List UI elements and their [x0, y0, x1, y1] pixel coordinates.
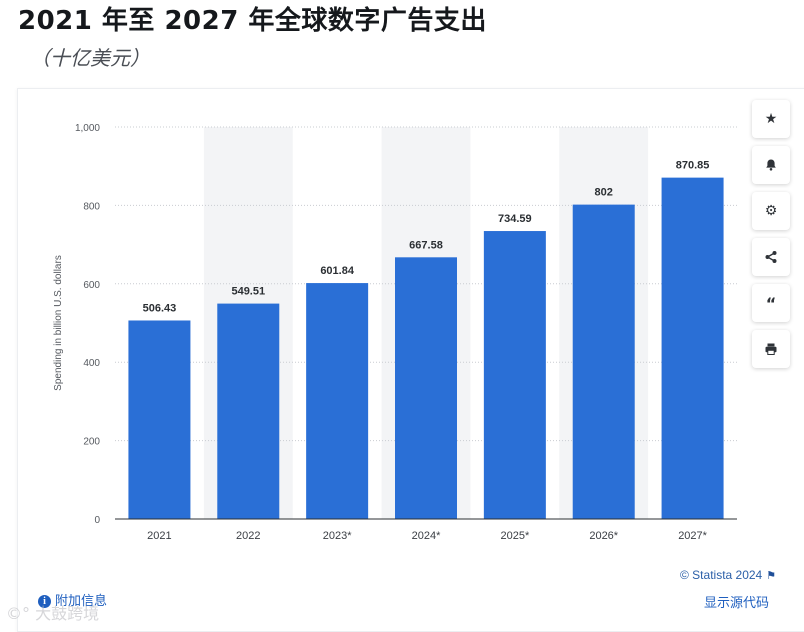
- x-tick-label: 2023*: [323, 530, 352, 542]
- bar-value-label: 802: [595, 187, 613, 199]
- gear-icon: ⚙: [764, 203, 778, 219]
- bar[interactable]: [661, 177, 724, 519]
- additional-info-link[interactable]: i 附加信息: [38, 590, 107, 609]
- y-tick-label: 600: [83, 280, 100, 291]
- show-source-link[interactable]: 显示源代码: [704, 596, 770, 611]
- bar[interactable]: [217, 303, 280, 519]
- bar[interactable]: [395, 257, 457, 519]
- bar-value-label: 601.84: [320, 265, 355, 277]
- star-icon: ★: [764, 111, 778, 127]
- quote-icon: “: [765, 293, 777, 313]
- notify-button[interactable]: [752, 146, 790, 184]
- credit-text: © Statista 2024: [680, 568, 763, 582]
- share-icon: [765, 251, 777, 263]
- flag-icon: ⚑: [766, 570, 777, 582]
- bar-value-label: 549.51: [231, 286, 265, 298]
- watermark: ©° 大鼓跨境: [6, 600, 99, 624]
- additional-info-label: 附加信息: [55, 594, 108, 609]
- x-tick-label: 2022: [236, 530, 260, 542]
- x-tick-label: 2025*: [500, 530, 529, 542]
- page-subtitle: （十亿美元）: [30, 46, 150, 70]
- watermark-logo-icon: ©°: [6, 604, 30, 623]
- x-tick-label: 2027*: [678, 530, 707, 542]
- y-tick-label: 0: [94, 515, 100, 526]
- bar-value-label: 870.85: [676, 160, 710, 172]
- bar[interactable]: [306, 283, 369, 519]
- bar[interactable]: [483, 231, 546, 520]
- info-icon: i: [38, 595, 51, 608]
- y-tick-label: 800: [83, 201, 100, 212]
- bar-value-label: 734.59: [498, 213, 532, 225]
- x-tick-label: 2026*: [589, 530, 618, 542]
- y-axis-ticks: 0 200 400 600 800 1,000: [75, 123, 100, 526]
- watermark-text: 大鼓跨境: [35, 604, 100, 623]
- print-icon: [765, 343, 777, 355]
- bars: [128, 177, 724, 520]
- x-tick-label: 2024*: [412, 530, 441, 542]
- x-tick-label: 2021: [147, 530, 171, 542]
- cite-button[interactable]: “: [752, 284, 790, 322]
- favorite-button[interactable]: ★: [752, 100, 790, 138]
- statista-credit[interactable]: © Statista 2024 ⚑: [680, 568, 776, 582]
- bar[interactable]: [128, 320, 191, 519]
- share-button[interactable]: [752, 238, 790, 276]
- x-axis-ticks: 2021 2022 2023* 2024* 2025* 2026* 2027*: [147, 530, 707, 542]
- print-button[interactable]: [752, 330, 790, 368]
- settings-button[interactable]: ⚙: [752, 192, 790, 230]
- bar-value-label: 667.58: [409, 239, 443, 251]
- bar-value-label: 506.43: [143, 302, 177, 314]
- y-tick-label: 200: [83, 437, 100, 448]
- y-tick-label: 400: [83, 358, 100, 369]
- value-labels: 506.43 549.51 601.84 667.58 734.59 802 870.85: [143, 160, 710, 315]
- bar[interactable]: [572, 204, 635, 519]
- y-axis-title: Spending in billion U.S. dollars: [53, 255, 64, 391]
- y-tick-label: 1,000: [75, 123, 100, 134]
- page-title: 2021 年至 2027 年全球数字广告支出: [18, 6, 487, 36]
- bell-icon: [766, 159, 776, 171]
